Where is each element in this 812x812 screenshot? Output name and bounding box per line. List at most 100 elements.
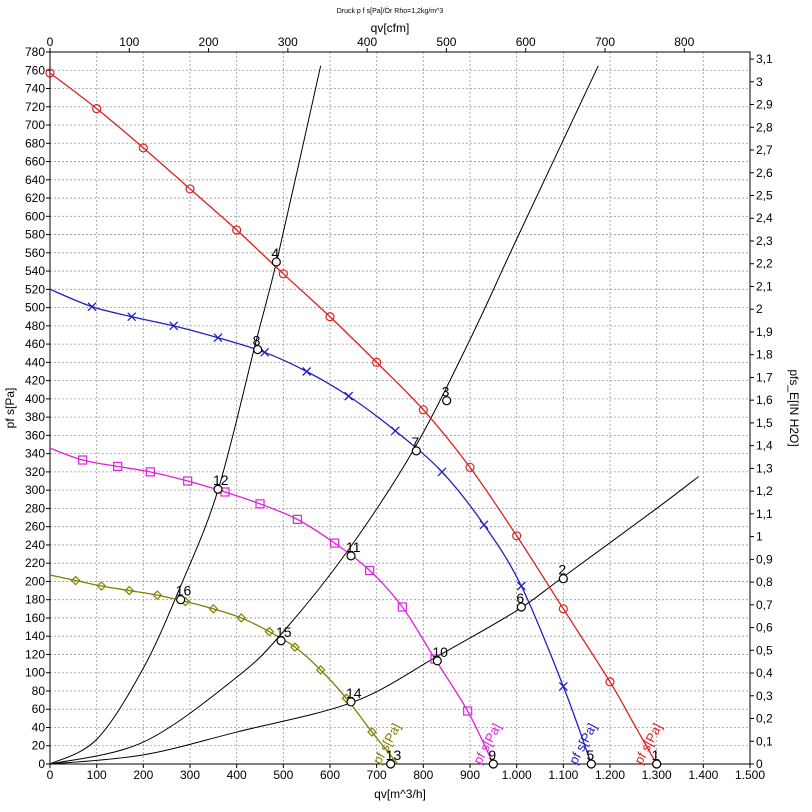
x-tick-label: 1.100 [548,768,578,782]
y2-tick-label: 0,5 [756,643,773,657]
data-marker [325,312,335,322]
data-marker [558,604,568,614]
operating-point-label: 4 [271,245,279,261]
y-tick-label: 480 [25,319,45,333]
operating-point-label: 8 [253,333,261,349]
data-marker [145,467,155,477]
x-tick-label: 1.300 [642,768,672,782]
operating-point [386,759,396,769]
y2-tick-label: 1,4 [756,439,773,453]
operating-point-label: 3 [442,384,450,400]
data-marker [124,585,135,596]
data-marker [96,581,107,591]
x2-tick-label: 0 [47,35,54,49]
y-tick-label: 780 [25,45,45,59]
fan-curve-line [49,288,592,765]
y-tick-label: 700 [25,118,45,132]
operating-point-label: 7 [411,434,419,450]
data-marker [113,461,123,472]
y-tick-label: 120 [25,647,45,661]
x-tick-label: 1.000 [502,768,532,782]
y2-tick-label: 0,9 [756,552,773,566]
operating-point-label: 5 [586,747,594,763]
data-marker [292,514,302,524]
y-tick-label: 560 [25,246,45,260]
x-tick-label: 1.500 [735,768,765,782]
operating-point [346,551,356,561]
data-marker [290,642,300,653]
x2-tick-label: 800 [674,35,694,49]
y2-tick-label: 2,2 [756,257,773,271]
y2-tick-label: 0 [756,757,763,771]
x-tick-label: 100 [87,768,107,782]
y-tick-label: 640 [25,173,45,187]
y-tick-label: 20 [32,739,46,753]
x2-tick-label: 400 [357,35,377,49]
y-tick-label: 540 [25,264,45,278]
data-marker [418,405,428,415]
data-marker [372,357,382,367]
operating-point-label: 16 [176,583,192,599]
data-marker [78,455,88,465]
operating-point [652,759,662,769]
plot-frame [49,51,751,765]
fan-curve-line [49,72,658,765]
y-tick-label: 160 [25,611,45,625]
x2-tick-label: 500 [436,35,456,49]
data-marker [213,333,223,343]
operating-point-label: 2 [558,562,566,578]
operating-point-label: 6 [516,590,524,606]
y2-tick-label: 0,1 [756,734,773,748]
y-tick-label: 340 [25,447,45,461]
system-curve [49,65,322,765]
data-marker [512,531,522,541]
y2-tick-label: 1,2 [756,484,773,498]
y2-tick-label: 1,7 [756,370,773,384]
fan-curves [45,68,662,769]
y-tick-label: 400 [25,392,45,406]
tick-labels: 0 100 200 300 400 500 600 700 800 900 1.000 1.100 1.… [25,35,773,782]
operating-point [213,484,223,494]
y-tick-label: 600 [25,209,45,223]
operating-point [586,759,596,769]
x2-tick-label: 300 [278,35,298,49]
data-marker [169,321,179,331]
data-marker [264,626,275,637]
y2-tick-label: 1,5 [756,416,773,430]
data-marker [183,476,193,486]
x2-tick-label: 200 [199,35,219,49]
y2-tick-label: 2,7 [756,143,773,157]
data-marker [367,727,377,737]
y-tick-label: 520 [25,282,45,296]
operating-point [488,759,498,769]
operating-point-label: 12 [213,472,229,488]
data-marker [232,225,242,235]
operating-point [442,396,452,406]
data-marker [341,693,352,704]
y2-tick-label: 1,8 [756,348,773,362]
y2-tick-label: 2 [756,302,763,316]
x-axis-label: qv[m^3/h] [374,787,426,801]
operating-point [432,656,442,666]
y2-axis-label: pfs_E[IN H2O] [787,369,801,446]
data-marker [92,103,102,114]
y2-tick-label: 1,6 [756,393,773,407]
y-tick-label: 40 [32,720,46,734]
y-tick-label: 440 [25,355,45,369]
data-marker [87,302,97,312]
operating-point [516,602,526,612]
y-tick-label: 180 [25,593,45,607]
data-marker [70,575,81,586]
y2-tick-label: 1,1 [756,507,773,521]
data-marker [152,590,163,600]
data-marker [437,467,447,477]
y-tick-label: 740 [25,82,45,96]
data-marker [208,603,219,614]
data-marker [236,613,247,623]
y-tick-label: 240 [25,538,45,552]
y2-tick-label: 2,6 [756,166,773,180]
x-tick-label: 1.400 [688,768,718,782]
y2-tick-label: 0,3 [756,689,773,703]
y2-tick-label: 0,2 [756,712,773,726]
data-marker [344,391,354,401]
